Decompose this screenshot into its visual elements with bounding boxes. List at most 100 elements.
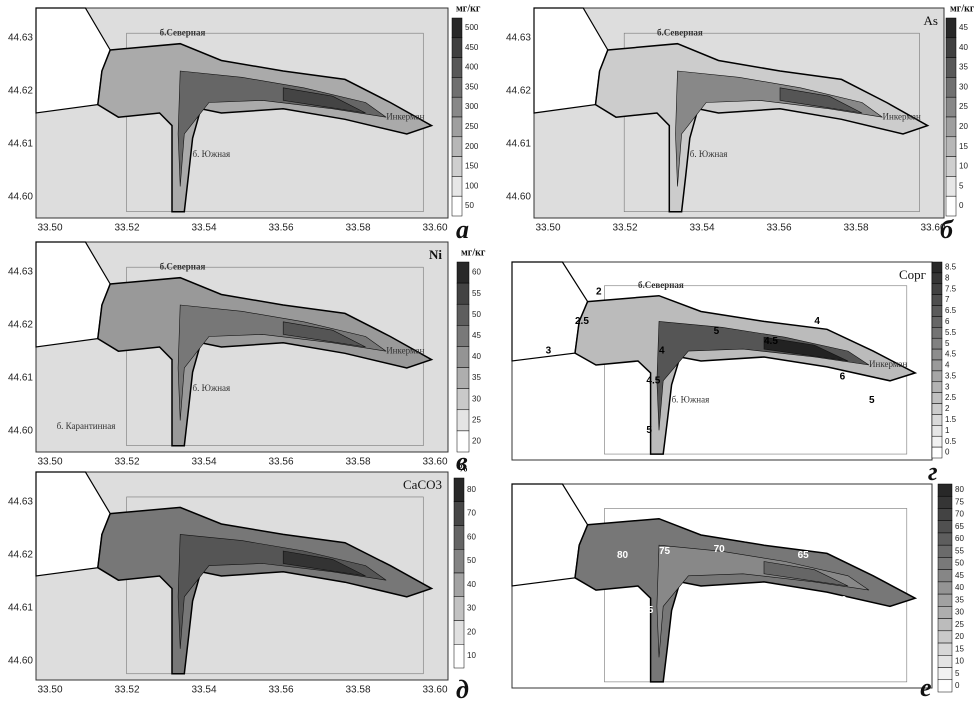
colorbar-label: 0 [959, 201, 964, 210]
colorbar-label: 60 [467, 532, 476, 541]
colorbar-label: 50 [465, 201, 474, 210]
colorbar-label: 35 [955, 595, 964, 604]
colorbar-cell [946, 38, 956, 58]
panel-letter: г [928, 457, 938, 486]
colorbar-label: 45 [959, 23, 968, 32]
colorbar-label: 7 [945, 295, 950, 304]
colorbar-label: 35 [472, 373, 481, 382]
x-tick-label: 33.60 [422, 223, 447, 234]
colorbar-label: 10 [955, 657, 964, 666]
colorbar-label: 0.5 [945, 437, 957, 446]
colorbar-label: 4 [945, 361, 950, 370]
x-tick-label: 33.54 [191, 223, 216, 234]
colorbar-cell [938, 582, 952, 594]
colorbar-cell [457, 346, 469, 367]
colorbar-cell [938, 521, 952, 533]
contour-label: 65 [743, 534, 755, 545]
x-tick-label: 33.54 [191, 685, 216, 696]
x-tick-label: 33.50 [37, 223, 62, 234]
place-name: б. Южная [690, 149, 728, 159]
x-tick-label: 33.54 [689, 223, 714, 234]
unit-label: мг/кг [950, 3, 974, 14]
colorbar-cell [457, 368, 469, 389]
colorbar-cell [946, 58, 956, 78]
contour-label: 4.5 [764, 336, 778, 347]
colorbar-label: 200 [465, 142, 479, 151]
colorbar-cell [938, 668, 952, 680]
colorbar-cell [932, 382, 942, 393]
contour-label: 75 [659, 546, 671, 557]
contour-label: 70 [714, 544, 726, 555]
x-tick-label: 33.52 [114, 223, 139, 234]
colorbar-label: 2.5 [945, 393, 957, 402]
colorbar-label: 60 [472, 268, 481, 277]
place-name: Инкерман [869, 359, 907, 369]
colorbar-label: 0 [955, 681, 960, 690]
colorbar-label: 25 [955, 620, 964, 629]
colorbar-cell [946, 176, 956, 196]
panel-letter: д [456, 675, 469, 704]
unit-label: мг/кг [461, 247, 486, 258]
colorbar-cell [452, 137, 462, 157]
colorbar-cell [457, 325, 469, 346]
contour-label: 75 [764, 587, 776, 598]
x-tick-label: 33.58 [345, 223, 370, 234]
colorbar-label: 6 [945, 317, 950, 326]
colorbar-cell [938, 619, 952, 631]
colorbar-cell [946, 77, 956, 97]
colorbar-label: 80 [955, 485, 964, 494]
colorbar-cell [932, 371, 942, 382]
colorbar-label: 55 [955, 546, 964, 555]
colorbar-cell [938, 631, 952, 643]
colorbar-cell [454, 478, 464, 502]
colorbar-label: 6.5 [945, 306, 957, 315]
colorbar-cell [938, 545, 952, 557]
colorbar-cell [946, 97, 956, 117]
colorbar-label: 65 [955, 522, 964, 531]
colorbar-cell [457, 304, 469, 325]
colorbar-label: 400 [465, 63, 479, 72]
colorbar-label: 80 [467, 485, 476, 494]
colorbar-cell [938, 533, 952, 545]
y-tick-label: 44.63 [506, 33, 531, 44]
y-tick-label: 44.63 [8, 497, 33, 508]
colorbar-label: 8.5 [945, 263, 957, 272]
colorbar-cell [454, 621, 464, 645]
contour-label: 5 [646, 425, 652, 436]
panel-letter: а [456, 215, 469, 244]
place-name: б.Северная [657, 27, 703, 37]
contour-label: 5 [869, 395, 875, 406]
colorbar-cell [932, 316, 942, 327]
colorbar-label: 150 [465, 162, 479, 171]
y-tick-label: 44.63 [8, 267, 33, 278]
colorbar-cell [932, 425, 942, 436]
place-name: б.Северная [638, 280, 684, 290]
colorbar-cell [938, 570, 952, 582]
colorbar-cell [454, 573, 464, 597]
colorbar-label: 25 [472, 415, 481, 424]
panel-letter: е [920, 673, 932, 702]
contour-label: 70 [625, 646, 637, 657]
colorbar-label: 40 [472, 352, 481, 361]
contour-label: 2 [596, 286, 602, 297]
colorbar-label: 8 [945, 273, 950, 282]
y-tick-label: 44.62 [8, 86, 33, 97]
colorbar-label: 30 [955, 608, 964, 617]
colorbar-label: 45 [955, 571, 964, 580]
colorbar-cell [932, 306, 942, 317]
colorbar-cell [452, 38, 462, 58]
colorbar-label: 75 [955, 497, 964, 506]
element-label: Ni [429, 247, 442, 262]
x-tick-label: 33.50 [37, 457, 62, 468]
contour-label: 5 [714, 326, 720, 337]
x-tick-label: 33.58 [843, 223, 868, 234]
colorbar-cell [938, 594, 952, 606]
place-name: б. Южная [672, 395, 710, 405]
x-tick-label: 33.52 [114, 457, 139, 468]
colorbar-label: 500 [465, 23, 479, 32]
map-panel: б.СевернаяИнкерманб. Южная22.53454.54654… [512, 262, 957, 486]
contour-label: 80 [617, 550, 629, 561]
y-tick-label: 44.61 [506, 139, 531, 150]
colorbar-label: 450 [465, 43, 479, 52]
colorbar-label: 10 [467, 651, 476, 660]
